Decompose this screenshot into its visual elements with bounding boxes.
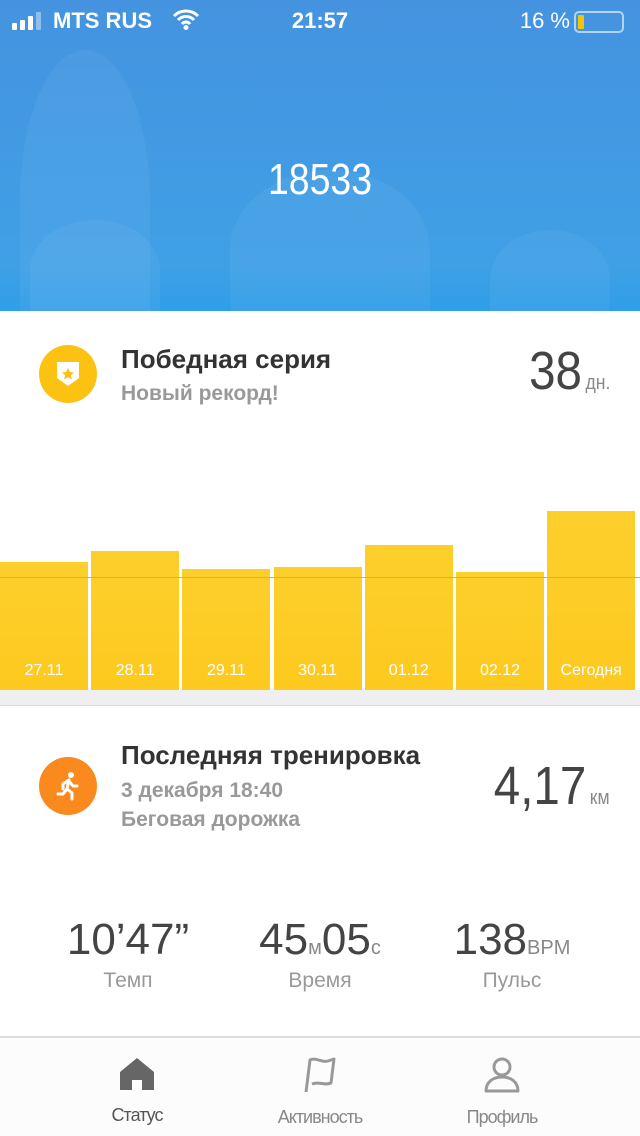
time-value: 45м05с (220, 915, 420, 965)
tab-activity-label: Активность (277, 1107, 364, 1127)
shield-star-icon (39, 345, 97, 403)
time-label: Время (288, 969, 352, 992)
tab-status-label: Статус (111, 1105, 164, 1125)
streak-unit: дн. (585, 372, 610, 394)
steps-bar-chart: 27.11 28.11 29.11 30.11 01.12 02.12 Сегодня (0, 440, 640, 690)
bar-label: 27.11 (24, 662, 64, 679)
signal-icon (12, 12, 41, 30)
person-icon (484, 1057, 520, 1093)
streak-value: 38 дн. (529, 340, 610, 402)
pace-value: 10’47” (66, 915, 190, 964)
bar-label: 01.12 (388, 662, 429, 679)
goal-line (0, 576, 640, 578)
steps-header: MTS RUS 21:57 16 % 18533 (0, 0, 640, 311)
seconds-unit: с (370, 937, 381, 959)
step-count: 18533 (267, 155, 372, 204)
pace-label: Темп (103, 969, 153, 992)
workout-type: Беговая дорожка (121, 808, 301, 831)
bar-29.11[interactable]: 29.11 (182, 568, 271, 690)
bar-label: 30.11 (298, 662, 338, 679)
bar-Сегодня[interactable]: Сегодня (547, 511, 636, 690)
workout-date: 3 декабря 18:40 (121, 779, 284, 802)
streak-days: 38 (528, 341, 582, 401)
distance-unit: км (590, 787, 610, 809)
tab-status[interactable]: Статус (57, 1056, 217, 1126)
wifi-icon (172, 9, 200, 30)
flag-icon (304, 1057, 336, 1093)
battery-percent: 16 % (519, 8, 570, 33)
bar-label: Сегодня (560, 662, 622, 679)
minutes-unit: м (308, 937, 322, 959)
battery-icon (574, 11, 624, 33)
pulse-number: 138 (453, 915, 528, 964)
carrier: MTS RUS (53, 8, 152, 33)
divider (0, 690, 640, 706)
tab-profile-label: Профиль (466, 1107, 539, 1127)
bar-label: 28.11 (115, 662, 155, 679)
tab-bar: Статус Активность Профиль (0, 1036, 640, 1136)
bar-28.11[interactable]: 28.11 (91, 551, 180, 690)
streak-subtitle: Новый рекорд! (121, 382, 279, 405)
workout-distance: 4,17 км (494, 755, 610, 817)
workout-title: Последняя тренировка (121, 740, 421, 770)
home-icon (120, 1058, 154, 1090)
bar-01.12[interactable]: 01.12 (364, 545, 453, 690)
bar-label: 29.11 (206, 662, 246, 679)
bar-label: 02.12 (479, 662, 521, 679)
minutes: 45 (259, 915, 309, 964)
streak-title: Победная серия (121, 344, 332, 374)
pulse-label: Пульс (482, 969, 542, 992)
seconds: 05 (321, 915, 371, 964)
tab-profile[interactable]: Профиль (422, 1056, 582, 1128)
bar-02.12[interactable]: 02.12 (456, 571, 544, 690)
bar-30.11[interactable]: 30.11 (273, 567, 362, 690)
stat-time: 45м05с Время (220, 915, 420, 993)
stat-pulse: 138BPM Пульс (412, 915, 612, 993)
tab-activity[interactable]: Активность (240, 1056, 400, 1128)
status-bar: MTS RUS 21:57 16 % (0, 8, 640, 36)
distance-value: 4,17 (494, 756, 587, 816)
running-icon (39, 757, 97, 815)
stat-pace: 10’47” Темп (28, 915, 228, 993)
clock: 21:57 (291, 8, 349, 33)
pulse-unit: BPM (527, 937, 571, 959)
pulse-value: 138BPM (412, 915, 612, 965)
bar-27.11[interactable]: 27.11 (0, 562, 88, 690)
